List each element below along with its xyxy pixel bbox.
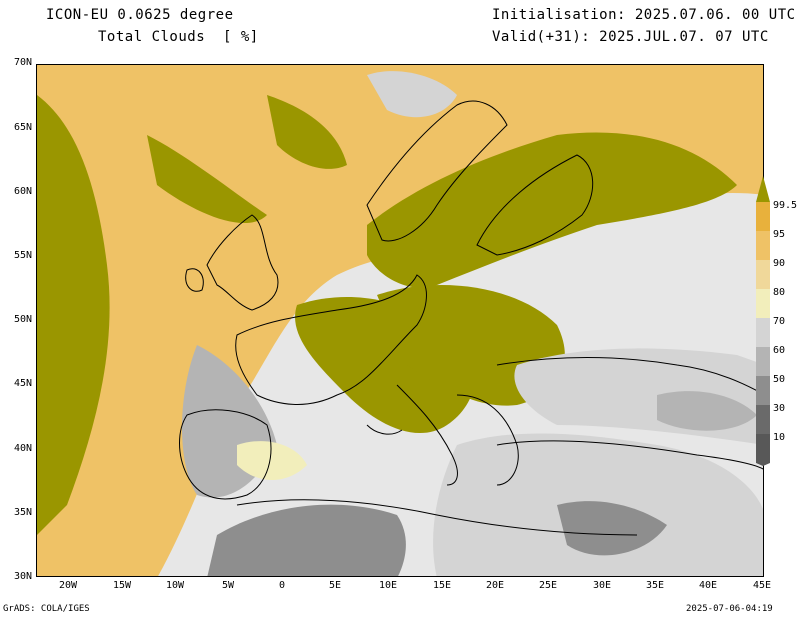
colorbar-label: 80 <box>773 287 786 298</box>
colorbar-segment <box>756 289 770 318</box>
colorbar-label: 90 <box>773 258 786 269</box>
footer-credit: GrADS: COLA/IGES <box>3 604 90 614</box>
lon-label: 35E <box>645 580 665 591</box>
model-title: ICON-EU 0.0625 degree <box>46 7 234 23</box>
lon-label: 5W <box>221 580 235 591</box>
colorbar <box>756 176 770 466</box>
lon-label: 15W <box>112 580 132 591</box>
colorbar-label: 30 <box>773 403 786 414</box>
lat-label: 65N <box>13 122 32 133</box>
lon-label: 0 <box>278 580 286 591</box>
map-canvas <box>37 65 763 576</box>
init-time: Initialisation: 2025.07.06. 00 UTC <box>492 7 796 23</box>
colorbar-segment <box>756 318 770 347</box>
lat-label: 60N <box>13 186 32 197</box>
valid-time: Valid(+31): 2025.JUL.07. 07 UTC <box>492 29 769 45</box>
lat-label: 40N <box>13 443 32 454</box>
lon-label: 15E <box>432 580 452 591</box>
lat-label: 70N <box>13 57 32 68</box>
colorbar-segment <box>756 231 770 260</box>
colorbar-label: 10 <box>773 432 786 443</box>
colorbar-segment <box>756 202 770 231</box>
lon-label: 40E <box>698 580 718 591</box>
lon-label: 20E <box>485 580 505 591</box>
lon-label: 25E <box>538 580 558 591</box>
lat-label: 45N <box>13 378 32 389</box>
lon-label: 5E <box>328 580 342 591</box>
variable-title: Total Clouds [ %] <box>98 29 259 45</box>
colorbar-label: 50 <box>773 374 786 385</box>
lon-label: 10W <box>165 580 185 591</box>
colorbar-label: 60 <box>773 345 786 356</box>
lat-label: 55N <box>13 250 32 261</box>
colorbar-label: 70 <box>773 316 786 327</box>
colorbar-label: 95 <box>773 229 786 240</box>
lat-label: 30N <box>13 571 32 582</box>
colorbar-segment <box>756 347 770 376</box>
lat-label: 50N <box>13 314 32 325</box>
colorbar-segment <box>756 434 770 463</box>
colorbar-label: 99.5 <box>773 200 798 211</box>
lat-label: 35N <box>13 507 32 518</box>
colorbar-segment <box>756 376 770 405</box>
footer-timestamp: 2025-07-06-04:19 <box>686 604 773 614</box>
lon-label: 45E <box>752 580 772 591</box>
colorbar-segment <box>756 405 770 434</box>
cloud-cover-map <box>36 64 764 577</box>
colorbar-top-arrow <box>756 176 770 202</box>
lon-label: 20W <box>58 580 78 591</box>
lon-label: 10E <box>378 580 398 591</box>
colorbar-segment <box>756 260 770 289</box>
colorbar-bottom-arrow <box>756 463 770 466</box>
lon-label: 30E <box>592 580 612 591</box>
